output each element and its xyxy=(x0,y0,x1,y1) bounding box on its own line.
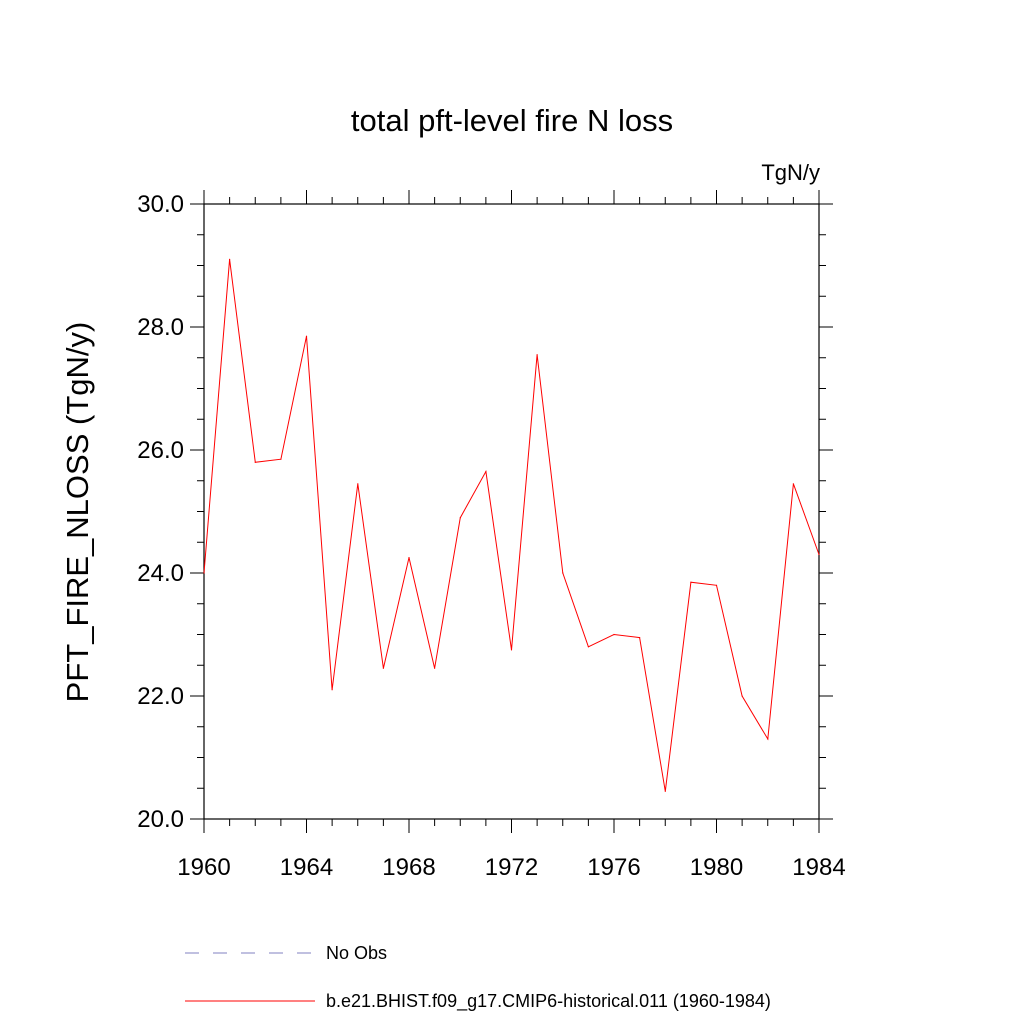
data-point xyxy=(203,572,205,574)
data-point xyxy=(331,689,333,691)
data-point xyxy=(382,667,384,669)
axis-tick-labels: 20.0 22.0 24.0 26.0 28.0 30.0 1960 1964 1968 1972… xyxy=(137,191,845,881)
data-point xyxy=(613,633,615,636)
data-point xyxy=(639,637,641,639)
y-axis-label: PFT_FIRE_NLOSS (TgN/y) xyxy=(60,322,95,703)
y-tick-label: 26.0 xyxy=(137,437,184,464)
data-point xyxy=(690,581,692,583)
y-tick-label: 22.0 xyxy=(137,683,184,710)
data-point xyxy=(715,584,718,586)
y-tick-label: 30.0 xyxy=(137,191,184,218)
data-point xyxy=(792,483,795,485)
data-point xyxy=(587,646,590,648)
x-tick-label: 1972 xyxy=(485,854,538,881)
chart-title: total pft-level fire N loss xyxy=(351,103,673,138)
data-point xyxy=(741,695,743,697)
y-tick-label: 28.0 xyxy=(137,314,184,341)
data-point xyxy=(229,258,231,260)
x-tick-label: 1960 xyxy=(177,854,230,881)
data-point xyxy=(485,470,487,473)
legend: No Obs b.e21.BHIST.f09_g17.CMIP6-histori… xyxy=(185,943,771,1012)
data-point xyxy=(254,461,256,463)
x-tick-label: 1984 xyxy=(792,854,845,881)
axis-ticks xyxy=(190,190,833,833)
data-point xyxy=(664,790,666,792)
legend-label-no-obs: No Obs xyxy=(326,943,387,963)
data-point xyxy=(408,557,410,559)
data-point xyxy=(305,335,308,337)
y-tick-label: 20.0 xyxy=(137,806,184,833)
data-point xyxy=(357,483,359,485)
x-tick-label: 1964 xyxy=(280,854,333,881)
units-label: TgN/y xyxy=(761,160,820,185)
data-point xyxy=(818,553,820,556)
series-line-1 xyxy=(203,259,820,792)
legend-label-historical: b.e21.BHIST.f09_g17.CMIP6-historical.011… xyxy=(326,991,771,1012)
data-point xyxy=(562,572,564,574)
y-tick-label: 24.0 xyxy=(137,560,184,587)
plot-frame xyxy=(203,203,820,820)
data-point xyxy=(459,517,461,519)
x-tick-label: 1976 xyxy=(587,854,640,881)
data-point xyxy=(536,354,538,356)
series-layer xyxy=(203,258,820,792)
x-tick-label: 1968 xyxy=(382,854,435,881)
data-point xyxy=(434,667,436,669)
data-point xyxy=(510,649,513,651)
data-point xyxy=(767,738,769,740)
x-tick-label: 1980 xyxy=(690,854,743,881)
data-point xyxy=(280,458,282,460)
